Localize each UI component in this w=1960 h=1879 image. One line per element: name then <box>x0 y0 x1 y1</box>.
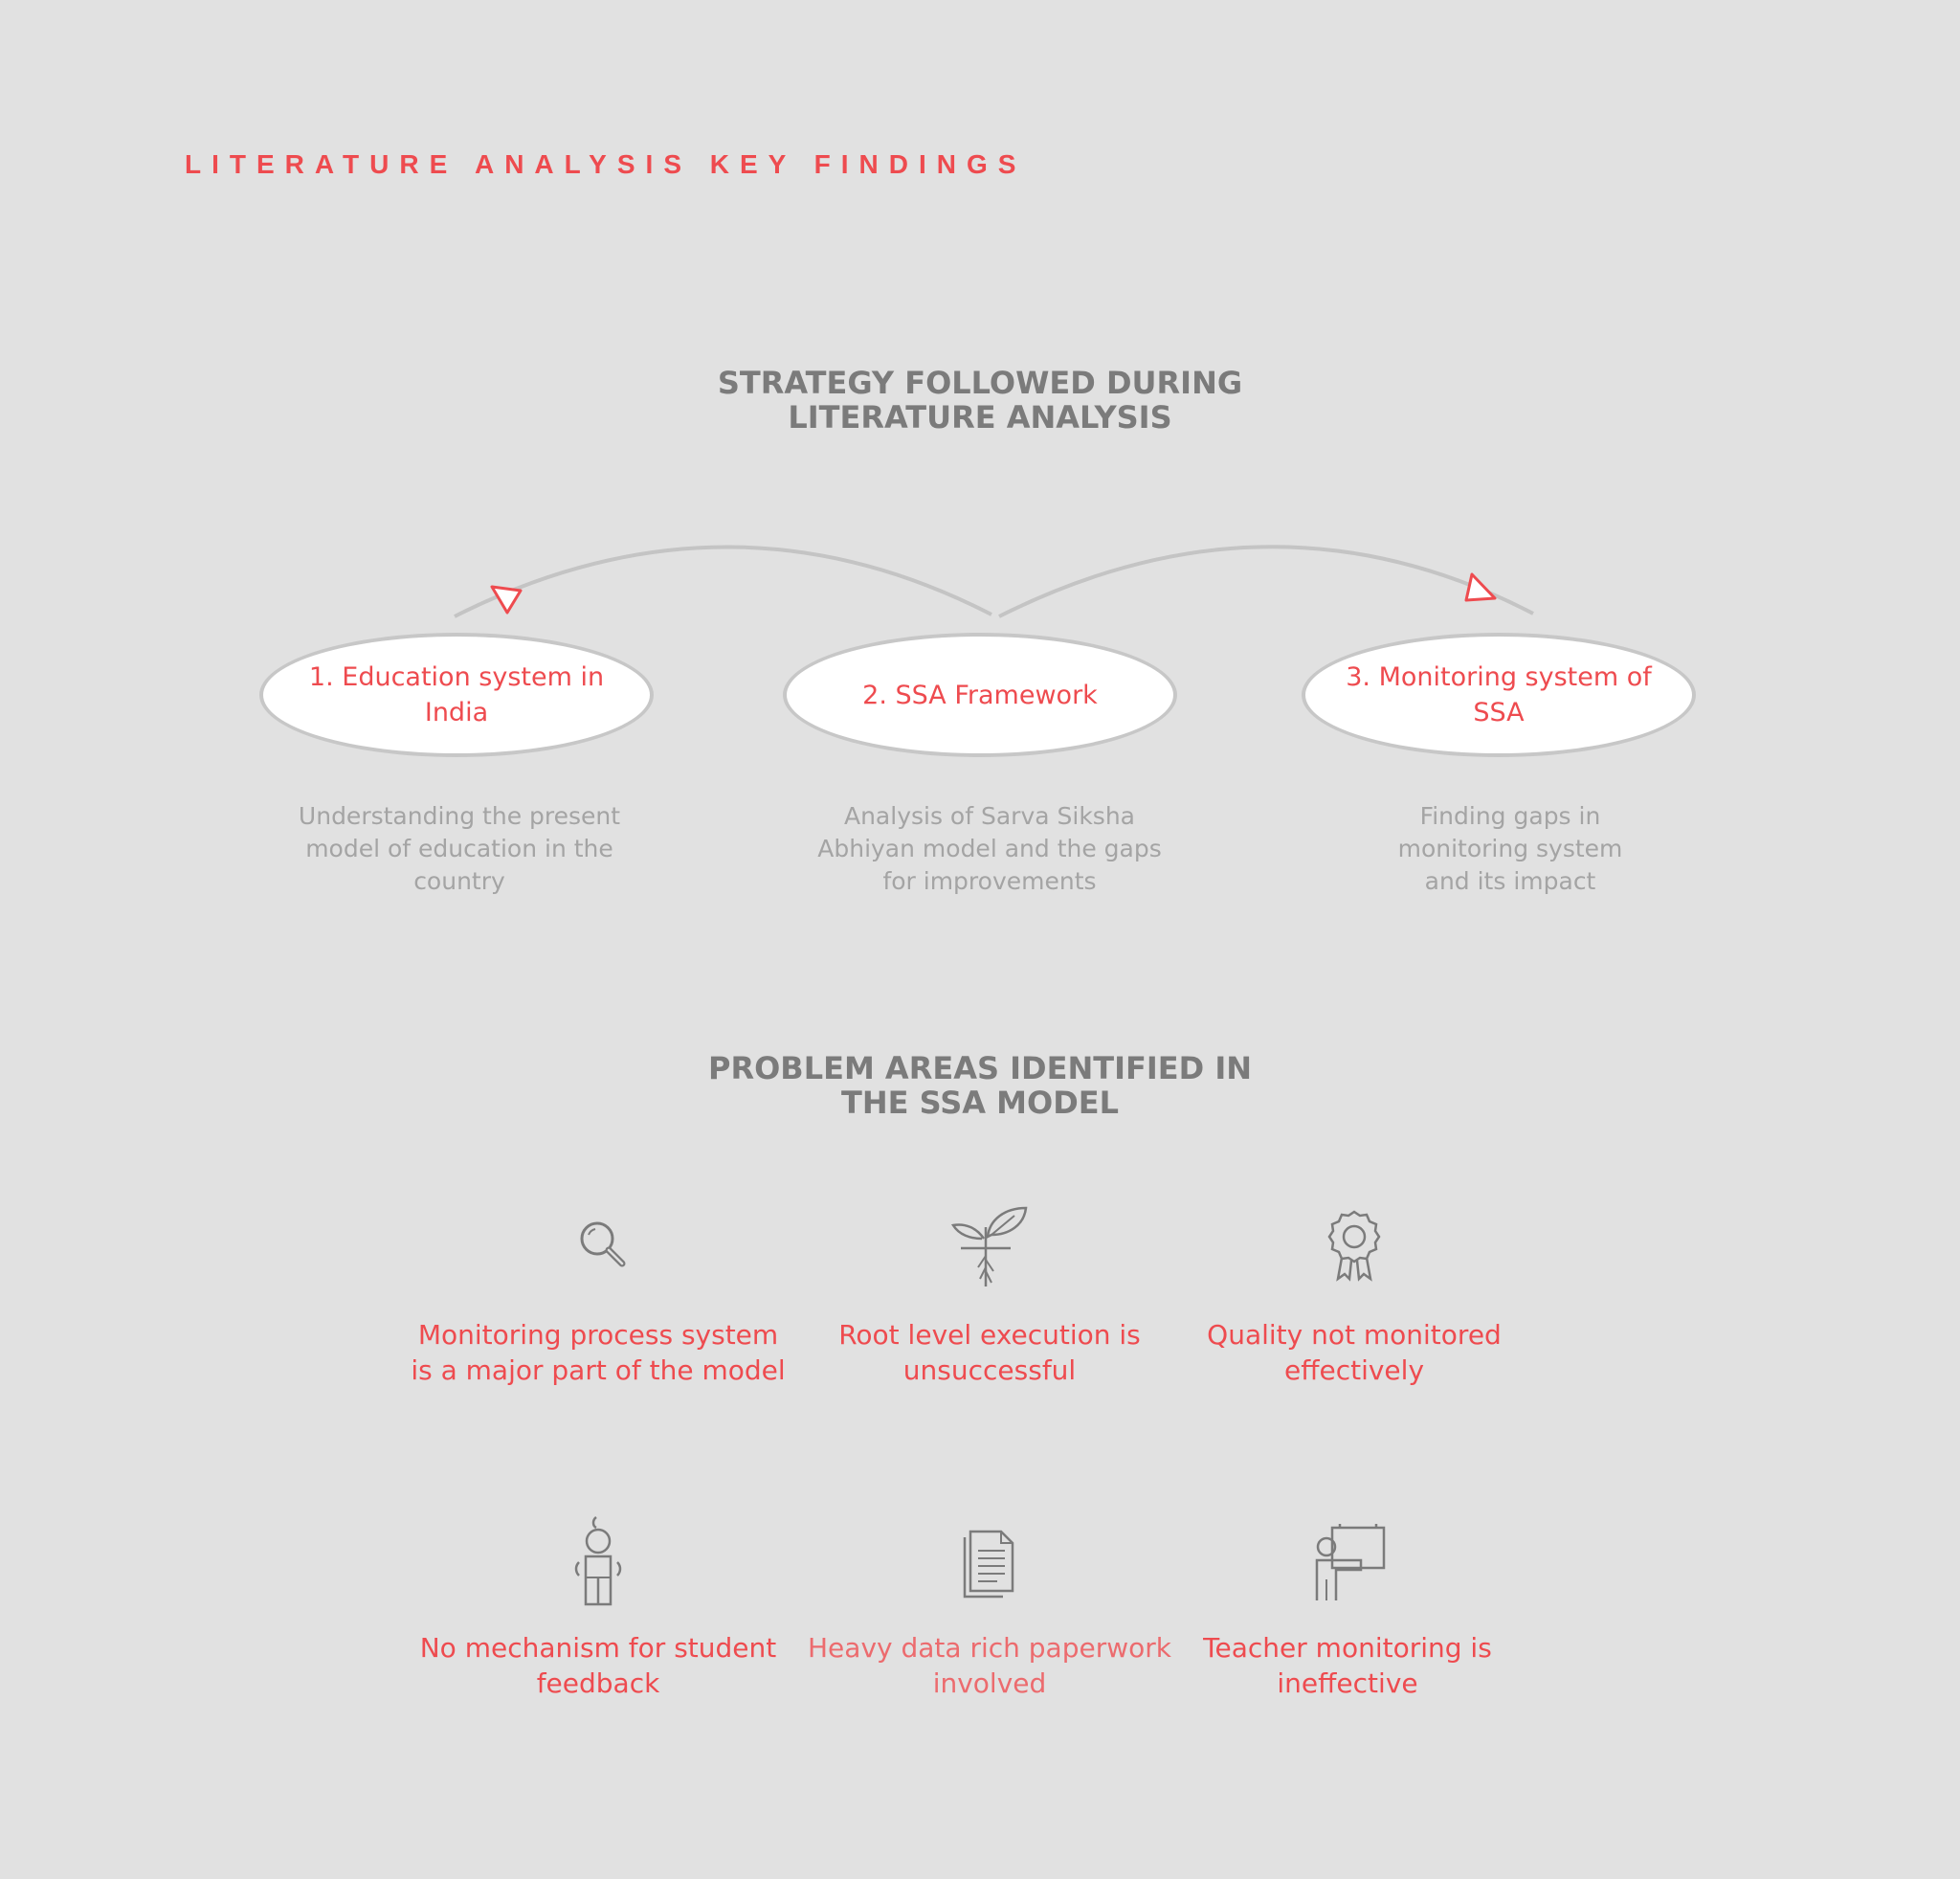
arrow-marker-2 <box>1464 572 1497 602</box>
problem-label-5: Heavy data rich paperwork involved <box>808 1632 1171 1699</box>
step-3-oval: 3. Monitoring system of SSA <box>1302 633 1696 757</box>
problems-title-line-1: PROBLEM AREAS IDENTIFIED IN <box>708 1050 1252 1086</box>
problem-label-2: Root level execution is unsuccessful <box>838 1319 1141 1386</box>
strategy-title-line-2: LITERATURE ANALYSIS <box>788 399 1172 436</box>
magnifier-icon <box>580 1221 626 1267</box>
sprout-icon <box>950 1206 1028 1286</box>
problems-section-title: PROBLEM AREAS IDENTIFIED IN THE SSA MODE… <box>0 1051 1960 1120</box>
arrow-marker-1 <box>490 585 523 615</box>
problems-title-line-2: THE SSA MODEL <box>840 1085 1120 1121</box>
award-ribbon-icon <box>1327 1210 1381 1282</box>
strategy-section-title: STRATEGY FOLLOWED DURING LITERATURE ANAL… <box>0 366 1960 435</box>
student-icon <box>574 1516 622 1606</box>
step-2-description: Analysis of Sarva Siksha Abhiyan model a… <box>817 802 1162 895</box>
page-title: LITERATURE ANALYSIS KEY FINDINGS <box>185 149 1027 179</box>
arc-step-2-to-3 <box>998 545 1534 618</box>
step-1-oval: 1. Education system in India <box>259 633 654 757</box>
teacher-board-icon <box>1315 1524 1386 1600</box>
problem-label-3: Quality not monitored effectively <box>1207 1319 1502 1386</box>
problem-label-6: Teacher monitoring is ineffective <box>1203 1632 1492 1699</box>
step-3-description: Finding gaps in monitoring system and it… <box>1397 802 1623 895</box>
problem-label-1: Monitoring process system is a major par… <box>411 1319 786 1386</box>
strategy-title-line-1: STRATEGY FOLLOWED DURING <box>717 365 1243 401</box>
step-2-oval: 2. SSA Framework <box>783 633 1177 757</box>
document-stack-icon <box>963 1530 1014 1599</box>
arc-step-1-to-2 <box>454 545 992 618</box>
problem-label-4: No mechanism for student feedback <box>419 1632 777 1699</box>
strategy-connector-arcs <box>454 545 1534 618</box>
step-1-description: Understanding the present model of educa… <box>298 802 621 895</box>
